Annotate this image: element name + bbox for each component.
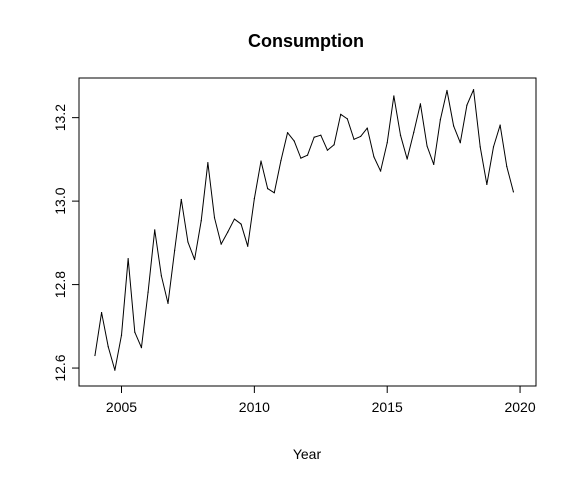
data-point [426,145,428,147]
y-tick-label: 13.2 [52,104,68,131]
data-point [439,119,441,121]
data-point [373,156,375,158]
data-point [240,223,242,225]
data-point [127,258,129,260]
data-point [506,165,508,168]
data-point [306,154,309,156]
data-point [433,163,435,165]
x-tick-label: 2010 [239,399,270,415]
y-tick-label: 12.6 [52,354,68,381]
data-point [233,218,236,220]
plot-frame [78,77,537,387]
data-point [160,275,162,277]
y-tick-label: 13.0 [52,187,68,214]
data-point [280,160,282,162]
data-point [499,124,501,126]
data-point [154,229,156,231]
data-point [213,217,216,219]
data-point [379,170,382,172]
x-tick-label: 2020 [504,399,535,415]
data-point [486,183,488,186]
x-axis: 2005 2010 2015 2020 [106,385,536,415]
data-point [187,241,189,243]
data-point [134,331,136,333]
data-point [333,144,335,146]
data-point [446,89,448,92]
data-point [94,354,96,357]
data-point [140,347,143,349]
data-point [466,104,468,106]
data-point [260,160,262,162]
data-point [313,136,315,138]
data-point [147,291,149,293]
data-point [267,187,269,190]
data-point [459,142,461,144]
data-point [300,157,302,159]
data-point [346,118,348,120]
data-point [453,125,455,127]
data-point [406,158,408,160]
data-point [386,142,388,144]
data-point [107,346,109,348]
data-point [120,334,123,336]
data-point [180,198,182,201]
data-point [366,127,368,129]
data-point [492,146,495,148]
data-point [293,140,295,142]
data-point [353,138,355,140]
data-point [393,95,395,97]
data-point [512,191,515,193]
data-point [286,132,289,134]
y-axis: 12.6 12.8 13.0 13.2 [52,104,80,382]
data-point [419,103,422,105]
data-point [413,131,415,133]
data-point [472,89,475,91]
data-point [193,258,196,261]
data-point [320,134,322,136]
x-axis-label: Year [293,446,322,462]
data-point [253,198,255,200]
data-point [200,220,202,222]
data-point [247,245,249,247]
data-point [399,134,402,136]
data-point [479,146,481,148]
data-point [100,311,103,314]
data-point [326,149,329,151]
data-point [273,192,275,194]
data-point [220,243,222,245]
data-point [360,135,362,138]
data-point [174,249,176,251]
x-tick-label: 2005 [106,399,137,415]
series-layer [94,89,515,371]
data-point [167,302,169,304]
chart-title: Consumption [248,31,364,51]
data-point [114,369,116,371]
series-line [94,89,514,371]
data-point [207,162,209,164]
data-point [227,231,229,233]
data-point [340,113,342,115]
x-tick-label: 2015 [372,399,403,415]
y-tick-label: 12.8 [52,271,68,298]
